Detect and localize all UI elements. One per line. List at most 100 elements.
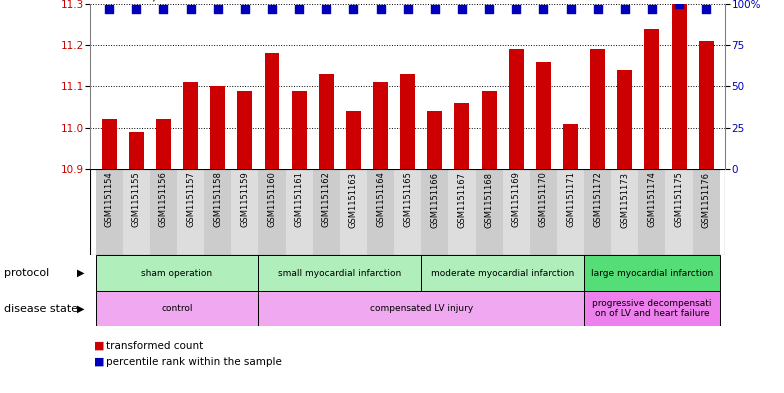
Bar xyxy=(285,169,313,255)
Text: GSM1151166: GSM1151166 xyxy=(430,172,439,228)
Point xyxy=(238,6,251,12)
Point xyxy=(429,6,441,12)
Bar xyxy=(530,169,557,255)
Point xyxy=(591,6,604,12)
Point xyxy=(212,6,224,12)
Text: ■: ■ xyxy=(94,341,104,351)
Bar xyxy=(421,169,448,255)
Text: progressive decompensati
on of LV and heart failure: progressive decompensati on of LV and he… xyxy=(592,299,712,318)
Bar xyxy=(476,169,503,255)
Point xyxy=(266,6,278,12)
Point xyxy=(401,6,414,12)
Text: GSM1151164: GSM1151164 xyxy=(376,172,385,228)
Bar xyxy=(339,169,367,255)
Bar xyxy=(666,169,692,255)
Bar xyxy=(584,169,612,255)
Bar xyxy=(96,291,259,326)
Bar xyxy=(210,86,225,169)
Point xyxy=(157,6,169,12)
Text: GSM1151173: GSM1151173 xyxy=(620,172,630,228)
Point xyxy=(700,6,713,12)
Bar xyxy=(313,169,339,255)
Bar xyxy=(536,62,551,169)
Text: GSM1151175: GSM1151175 xyxy=(674,172,684,228)
Bar xyxy=(427,111,442,169)
Point xyxy=(293,6,306,12)
Point xyxy=(320,6,332,12)
Point xyxy=(456,6,468,12)
Text: GSM1151174: GSM1151174 xyxy=(648,172,656,228)
Bar xyxy=(156,119,171,169)
Text: ▶: ▶ xyxy=(77,268,85,278)
Text: GSM1151165: GSM1151165 xyxy=(403,172,412,228)
Point xyxy=(347,6,360,12)
Bar xyxy=(346,111,361,169)
Text: protocol: protocol xyxy=(4,268,49,278)
Bar xyxy=(259,169,285,255)
Text: small myocardial infarction: small myocardial infarction xyxy=(278,269,401,277)
Bar xyxy=(699,41,713,169)
Bar xyxy=(584,291,720,326)
Text: GSM1151158: GSM1151158 xyxy=(213,172,222,228)
Point xyxy=(646,6,659,12)
Bar xyxy=(183,83,198,169)
Text: GDS4907 / 10940555: GDS4907 / 10940555 xyxy=(90,0,225,3)
Bar xyxy=(590,50,605,169)
Text: GSM1151169: GSM1151169 xyxy=(512,172,521,228)
Text: GSM1151161: GSM1151161 xyxy=(295,172,303,228)
Bar xyxy=(638,169,666,255)
Bar xyxy=(238,90,252,169)
Bar xyxy=(259,255,421,291)
Bar xyxy=(394,169,421,255)
Text: large myocardial infarction: large myocardial infarction xyxy=(591,269,713,277)
Text: GSM1151154: GSM1151154 xyxy=(104,172,114,227)
Point xyxy=(564,6,577,12)
Bar xyxy=(150,169,177,255)
Text: GSM1151160: GSM1151160 xyxy=(267,172,277,228)
Text: control: control xyxy=(162,304,193,313)
Bar xyxy=(259,291,584,326)
Bar xyxy=(644,29,659,169)
Text: GSM1151157: GSM1151157 xyxy=(186,172,195,228)
Text: GSM1151159: GSM1151159 xyxy=(241,172,249,227)
Text: GSM1151171: GSM1151171 xyxy=(566,172,575,228)
Bar xyxy=(177,169,204,255)
Text: GSM1151163: GSM1151163 xyxy=(349,172,358,228)
Text: GSM1151156: GSM1151156 xyxy=(159,172,168,228)
Text: moderate myocardial infarction: moderate myocardial infarction xyxy=(431,269,575,277)
Point xyxy=(130,6,143,12)
Text: percentile rank within the sample: percentile rank within the sample xyxy=(106,356,281,367)
Text: disease state: disease state xyxy=(4,303,78,314)
Point xyxy=(673,1,685,7)
Bar xyxy=(129,132,143,169)
Point xyxy=(510,6,522,12)
Text: compensated LV injury: compensated LV injury xyxy=(369,304,473,313)
Bar xyxy=(292,90,307,169)
Bar xyxy=(448,169,476,255)
Bar xyxy=(319,74,334,169)
Bar xyxy=(102,119,117,169)
Bar xyxy=(367,169,394,255)
Bar xyxy=(373,83,388,169)
Bar xyxy=(204,169,231,255)
Text: GSM1151170: GSM1151170 xyxy=(539,172,548,228)
Point xyxy=(483,6,495,12)
Bar xyxy=(96,255,259,291)
Text: ■: ■ xyxy=(94,356,104,367)
Text: GSM1151176: GSM1151176 xyxy=(702,172,711,228)
Bar xyxy=(509,50,524,169)
Point xyxy=(374,6,387,12)
Text: ▶: ▶ xyxy=(77,303,85,314)
Bar xyxy=(123,169,150,255)
Text: GSM1151155: GSM1151155 xyxy=(132,172,141,227)
Point xyxy=(537,6,550,12)
Bar xyxy=(481,90,496,169)
Bar xyxy=(421,255,584,291)
Bar xyxy=(557,169,584,255)
Bar xyxy=(617,70,632,169)
Bar xyxy=(503,169,530,255)
Text: GSM1151162: GSM1151162 xyxy=(321,172,331,228)
Bar xyxy=(584,255,720,291)
Point xyxy=(103,6,115,12)
Bar xyxy=(563,124,578,169)
